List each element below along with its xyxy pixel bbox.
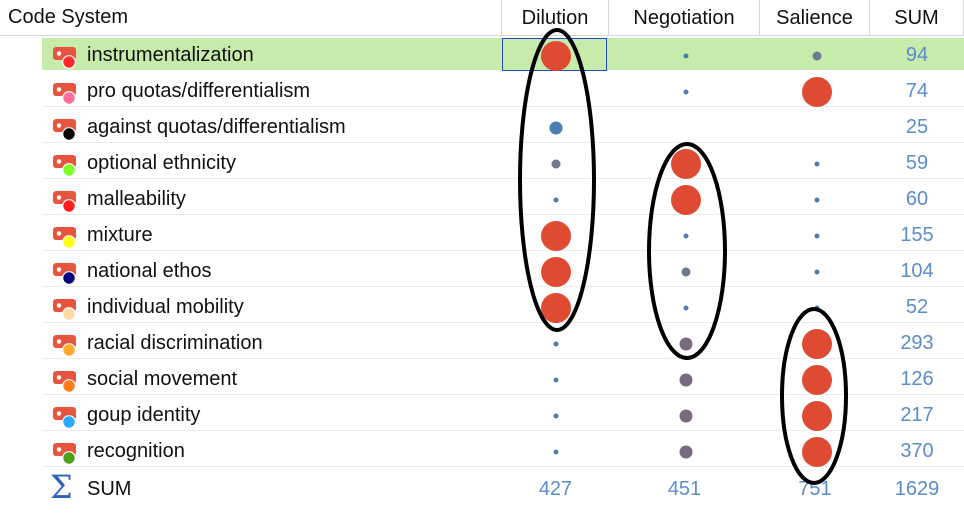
row-sum-value: 370 — [900, 440, 934, 462]
code-row[interactable]: instrumentalization 94 — [0, 35, 964, 71]
sum-total: 1629 — [894, 478, 940, 500]
code-label: racial discrimination — [87, 332, 263, 354]
row-separator — [42, 106, 964, 107]
code-label: optional ethnicity — [87, 152, 236, 174]
code-tag-icon — [53, 407, 76, 429]
code-label: pro quotas/differentialism — [87, 80, 311, 102]
row-separator — [42, 286, 964, 287]
code-system-header[interactable]: Code System — [0, 0, 502, 36]
sum-negotiation: 451 — [667, 478, 702, 500]
code-row[interactable]: racial discrimination 293 — [0, 323, 964, 359]
row-sum-value: 126 — [900, 368, 934, 390]
code-label: social movement — [87, 368, 238, 390]
code-row[interactable]: social movement 126 — [0, 359, 964, 395]
sum-dilution: 427 — [538, 478, 573, 500]
code-row[interactable]: pro quotas/differentialism 74 — [0, 71, 964, 107]
code-tag-icon — [53, 83, 76, 105]
column-header-negotiation[interactable]: Negotiation — [609, 0, 760, 36]
code-tag-icon — [53, 47, 76, 69]
code-row[interactable]: individual mobility 52 — [0, 287, 964, 323]
code-tag-icon — [53, 119, 76, 141]
code-label: individual mobility — [87, 296, 244, 318]
code-row[interactable]: national ethos 104 — [0, 251, 964, 287]
code-tag-icon — [53, 371, 76, 393]
code-tag-icon — [53, 335, 76, 357]
code-tag-icon — [53, 263, 76, 285]
row-separator — [42, 322, 964, 323]
code-row[interactable]: goup identity 217 — [0, 395, 964, 431]
row-sum-value: 60 — [905, 188, 929, 210]
code-label: recognition — [87, 440, 185, 462]
code-tag-icon — [53, 227, 76, 249]
row-sum-value: 94 — [905, 44, 929, 66]
code-label: mixture — [87, 224, 153, 246]
code-label: malleability — [87, 188, 186, 210]
column-header-dilution[interactable]: Dilution — [502, 0, 609, 36]
row-separator — [42, 142, 964, 143]
row-sum-value: 59 — [905, 152, 929, 174]
sum-row-label: SUM — [87, 478, 132, 500]
code-tag-icon — [53, 155, 76, 177]
code-row[interactable]: against quotas/differentialism 25 — [0, 107, 964, 143]
row-separator — [42, 358, 964, 359]
row-sum-value: 25 — [905, 116, 929, 138]
row-separator — [42, 466, 964, 467]
sigma-icon: Σ — [50, 468, 73, 506]
row-sum-value: 52 — [905, 296, 929, 318]
code-label: instrumentalization — [87, 44, 254, 66]
code-tag-icon — [53, 443, 76, 465]
code-row[interactable]: mixture 155 — [0, 215, 964, 251]
row-separator — [42, 250, 964, 251]
row-sum-value: 74 — [905, 80, 929, 102]
selected-cell-outline — [502, 38, 607, 71]
row-sum-value: 217 — [900, 404, 934, 426]
code-label: goup identity — [87, 404, 201, 426]
row-separator — [42, 214, 964, 215]
column-header-sum[interactable]: SUM — [870, 0, 964, 36]
row-separator — [42, 178, 964, 179]
code-label: against quotas/differentialism — [87, 116, 346, 138]
code-tag-icon — [53, 299, 76, 321]
code-row[interactable]: recognition 370 — [0, 431, 964, 467]
row-separator — [42, 394, 964, 395]
code-row[interactable]: optional ethnicity 59 — [0, 143, 964, 179]
code-label: national ethos — [87, 260, 212, 282]
row-sum-value: 104 — [900, 260, 934, 282]
row-sum-value: 293 — [900, 332, 934, 354]
code-tag-icon — [53, 191, 76, 213]
code-row[interactable]: malleability 60 — [0, 179, 964, 215]
sum-row: Σ SUM 427 451 751 1629 — [0, 468, 964, 507]
column-header-salience[interactable]: Salience — [760, 0, 870, 36]
row-separator — [42, 430, 964, 431]
row-highlight — [42, 38, 964, 70]
row-sum-value: 155 — [900, 224, 934, 246]
sum-salience: 751 — [798, 478, 832, 500]
